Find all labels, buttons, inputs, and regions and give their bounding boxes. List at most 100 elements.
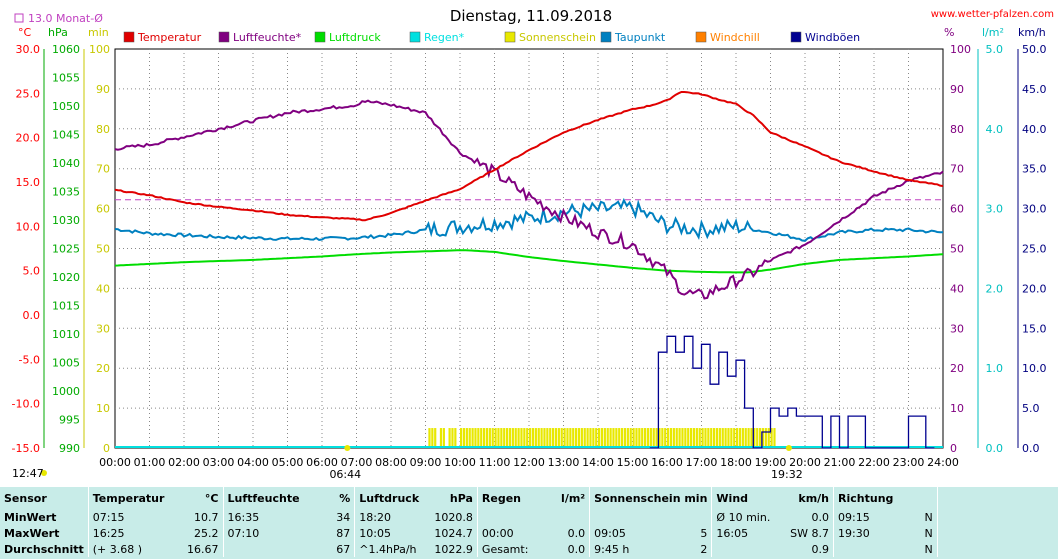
humidity-tick-label: 30 [950,322,964,335]
legend-swatch [218,31,230,43]
stats-header-row: Sensor Temperatur °C Luftfeuchte % Luftd… [0,487,1058,509]
legend-label: Temperatur [137,31,202,44]
sunshine-bar [546,428,549,448]
sunshine-bar [764,428,767,448]
pressure-tick-label: 1050 [52,100,80,113]
stats-row-average: Durchschnitt (+ 3.68 ) 16.67 67 ^1.4hPa/… [0,541,1058,557]
sunshine-bar [678,428,681,448]
temp-tick-label: 0.0 [23,309,41,322]
moon-icon [41,470,47,476]
pressure-tick-label: 990 [59,442,80,455]
stats-cell: 16:35 [222,509,304,525]
sunshine-bar [658,428,661,448]
stats-cell [711,541,775,557]
x-tick-label: 05:00 [272,456,304,469]
sunshine-bar [511,428,514,448]
sunshine-bar [612,428,615,448]
stats-cell: 07:10 [222,525,304,541]
humidity-tick-label: 100 [950,43,971,56]
wind-tick-label: 5.0 [1022,402,1040,415]
wind-tick-label: 10.0 [1022,362,1047,375]
sunshine-bar [474,428,477,448]
sunshine-bar [626,428,629,448]
stats-header-wind-unit: km/h [798,491,830,505]
x-tick-label: 11:00 [479,456,511,469]
stats-row-label: MaxWert [4,526,60,540]
sunshine-bar [552,428,555,448]
sunshine-bar [600,428,604,448]
sunshine-bar [460,428,463,448]
wind-axis-unit: km/h [1018,26,1046,39]
sunshine-bar [598,428,601,448]
stats-cell: 19:30 [833,525,889,541]
stats-cell: 0.9 [811,542,830,556]
sunshine-bar [618,428,621,448]
stats-cell: 10.7 [194,510,219,524]
humidity-tick-label: 20 [950,362,964,375]
sunshine-bar [454,428,457,448]
temp-tick-label: 20.0 [16,132,41,145]
series-line-pressure [114,249,944,274]
humidity-tick-label: 10 [950,402,964,415]
temp-tick-label: -15.0 [12,442,40,455]
sunshine-bar [497,428,500,448]
stats-cell: (+ 3.68 ) [87,541,169,557]
rain-tick-label: 0.0 [986,442,1004,455]
stats-cell: N [924,526,933,540]
sunshine-bar [595,428,598,448]
legend-label: Luftfeuchte* [233,31,302,44]
stats-row-label: Durchschnitt [4,542,84,556]
stats-cell: 18:20 [354,509,424,525]
sunshine-bar [721,428,724,448]
sunshine-bar [773,428,776,448]
temp-tick-label: 10.0 [16,220,41,233]
stats-header-pressure: Luftdruck [354,487,424,509]
sunshine-bar [531,428,535,448]
pressure-tick-label: 1025 [52,243,80,256]
x-tick-label: 06:00 [306,456,338,469]
stats-cell [589,509,663,525]
wind-tick-label: 45.0 [1022,83,1047,96]
temp-tick-label: 25.0 [16,87,41,100]
sunshine-bar [753,428,756,448]
stats-row-min: MinWert 07:15 10.7 16:35 34 18:20 1020.8… [0,509,1058,525]
sunshine-bar [635,428,638,448]
sunshine-bar [655,428,658,448]
sunshine-bar [569,428,572,448]
stats-cell: 34 [336,510,351,524]
stats-cell: 67 [336,542,351,556]
temp-axis-unit: °C [18,26,32,39]
stats-header-temp-unit: °C [204,491,219,505]
wind-tick-label: 40.0 [1022,123,1047,136]
sunshine-bar [744,428,747,448]
sunshine-bar [609,428,612,448]
legend-swatch [314,31,326,43]
sunshine-bar [526,428,529,448]
stats-cell: N [924,510,933,524]
stats-cell: 1024.7 [434,526,473,540]
x-tick-label: 18:00 [720,456,752,469]
stats-header-humidity: Luftfeuchte [222,487,304,509]
wind-tick-label: 15.0 [1022,322,1047,335]
sunshine-bar [707,428,710,448]
sunshine-bar [623,428,627,448]
sunshine-bar [560,428,563,448]
stats-cell: 0.0 [567,542,586,556]
sunshine-bar [477,428,480,448]
pressure-tick-label: 1040 [52,157,80,170]
sunshine-bar [644,428,647,448]
sun-tick-label: 10 [96,402,110,415]
sun-tick-label: 60 [96,203,110,216]
sunshine-bar [488,428,491,448]
pressure-tick-label: 1015 [52,300,80,313]
sunshine-bar [554,428,558,448]
sunshine-bar [629,428,632,448]
sunshine-bar [603,428,606,448]
x-tick-label: 15:00 [617,456,649,469]
sunshine-bar [649,428,652,448]
pressure-axis-unit: hPa [48,26,68,39]
pressure-tick-label: 995 [59,414,80,427]
sunshine-bar [442,428,445,448]
legend-swatch [123,31,135,43]
humidity-tick-label: 0 [950,442,957,455]
